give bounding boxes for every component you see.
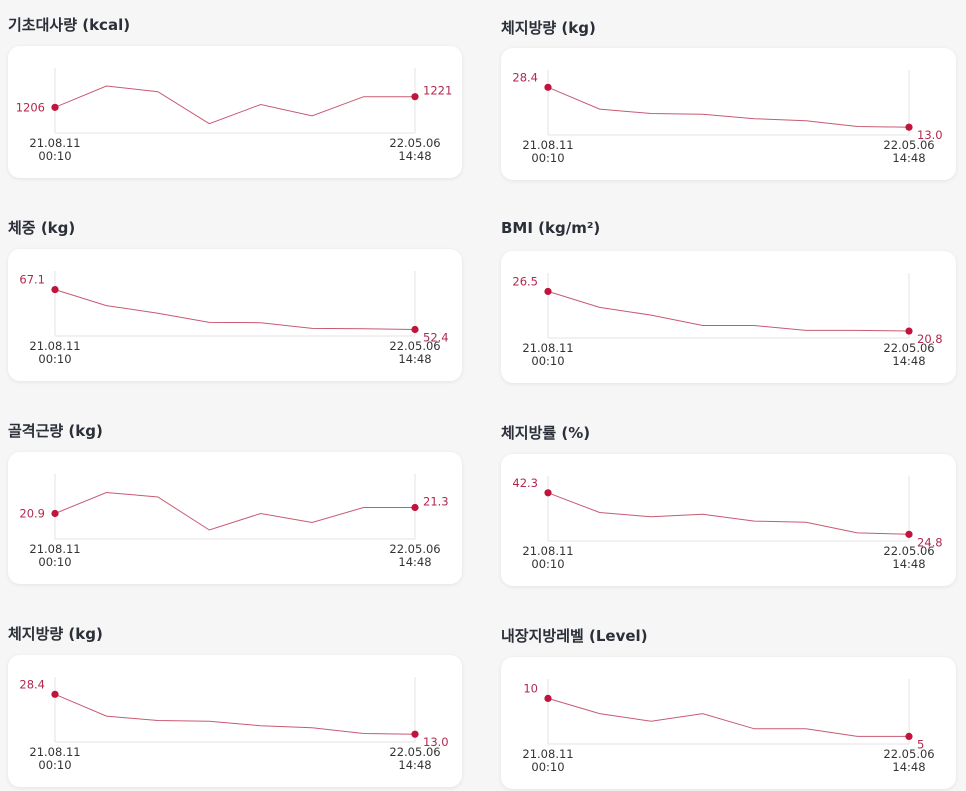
x-tick-label-end-time: 14:48 bbox=[892, 557, 925, 571]
chart-title: 기초대사량 (kcal) bbox=[8, 16, 131, 34]
x-tick-label-start-date: 21.08.11 bbox=[522, 544, 573, 558]
data-point-first bbox=[51, 509, 59, 518]
series-line bbox=[54, 85, 415, 125]
data-point-last bbox=[905, 732, 913, 740]
chart-card: 28.4 13.0 21.08.11 00:10 22.05.06 14:48 bbox=[8, 655, 462, 787]
data-label-last: 20.8 bbox=[917, 332, 943, 346]
x-tick-label-end-date: 22.05.06 bbox=[389, 542, 440, 556]
data-point-first bbox=[51, 103, 59, 111]
data-label-last: 13.0 bbox=[917, 128, 943, 142]
data-label-first: 20.9 bbox=[19, 507, 45, 521]
data-point-first bbox=[544, 83, 552, 91]
x-tick-label-start-date: 21.08.11 bbox=[29, 745, 80, 759]
data-point-last bbox=[411, 93, 419, 101]
x-tick-label-start-time: 00:10 bbox=[531, 557, 564, 571]
data-point-last bbox=[411, 503, 419, 512]
data-label-first: 28.4 bbox=[512, 70, 538, 84]
x-tick-label-end-time: 14:48 bbox=[398, 758, 431, 772]
data-point-first bbox=[544, 287, 552, 296]
data-label-first: 67.1 bbox=[19, 273, 45, 287]
data-point-last bbox=[905, 123, 913, 131]
data-label-last: 1221 bbox=[423, 84, 452, 98]
data-label-first: 28.4 bbox=[19, 677, 45, 691]
chart-card: 28.4 13.0 21.08.11 00:10 22.05.06 14:48 bbox=[501, 48, 956, 180]
data-point-last bbox=[905, 530, 913, 538]
data-label-first: 42.3 bbox=[512, 476, 538, 490]
x-tick-label-end-date: 22.05.06 bbox=[389, 745, 440, 759]
x-tick-label-end-time: 14:48 bbox=[892, 760, 925, 774]
chart-title: 체중 (kg) bbox=[8, 219, 76, 237]
series-line bbox=[547, 290, 910, 332]
x-tick-label-start-date: 21.08.11 bbox=[29, 339, 80, 353]
series-line bbox=[547, 86, 910, 128]
data-label-last: 13.0 bbox=[423, 735, 449, 749]
chart-card: 26.5 20.8 21.08.11 00:10 22.05.06 14:48 bbox=[501, 251, 956, 383]
chart-card: 10 5 21.08.11 00:10 22.05.06 14:48 bbox=[501, 657, 956, 789]
data-point-first bbox=[544, 694, 552, 702]
chart-title: 내장지방레벨 (Level) bbox=[501, 627, 648, 645]
data-point-first bbox=[51, 285, 59, 294]
data-point-last bbox=[411, 730, 419, 738]
x-tick-label-start-time: 00:10 bbox=[38, 352, 71, 366]
chart-card: 67.1 52.4 21.08.11 00:10 22.05.06 14:48 bbox=[8, 249, 462, 381]
x-tick-label-start-time: 00:10 bbox=[531, 354, 564, 368]
x-tick-label-end-date: 22.05.06 bbox=[883, 138, 934, 152]
chart-title: 골격근량 (kg) bbox=[8, 422, 103, 440]
series-line bbox=[54, 491, 415, 531]
x-tick-label-end-time: 14:48 bbox=[398, 352, 431, 366]
x-tick-label-end-time: 14:48 bbox=[398, 149, 431, 163]
data-label-last: 21.3 bbox=[423, 495, 449, 509]
chart-title: 체지방률 (%) bbox=[501, 424, 591, 442]
x-tick-label-start-time: 00:10 bbox=[531, 151, 564, 165]
data-point-last bbox=[411, 325, 419, 334]
data-label-last: 5 bbox=[917, 737, 924, 751]
chart-title: 체지방량 (kg) bbox=[8, 625, 103, 643]
x-tick-label-end-time: 14:48 bbox=[398, 555, 431, 569]
chart-card: 42.3 24.8 21.08.11 00:10 22.05.06 14:48 bbox=[501, 454, 956, 586]
x-tick-label-start-date: 21.08.11 bbox=[522, 747, 573, 761]
x-tick-label-end-date: 22.05.06 bbox=[883, 341, 934, 355]
x-tick-label-end-time: 14:48 bbox=[892, 354, 925, 368]
x-tick-label-end-date: 22.05.06 bbox=[883, 747, 934, 761]
chart-title: 체지방량 (kg) bbox=[501, 19, 596, 37]
x-tick-label-start-date: 21.08.11 bbox=[29, 542, 80, 556]
x-tick-label-end-date: 22.05.06 bbox=[389, 136, 440, 150]
chart-title: BMI (kg/m²) bbox=[501, 219, 601, 237]
x-tick-label-start-date: 21.08.11 bbox=[522, 138, 573, 152]
data-label-first: 10 bbox=[523, 681, 538, 695]
x-tick-label-end-date: 22.05.06 bbox=[883, 544, 934, 558]
x-tick-label-start-date: 21.08.11 bbox=[29, 136, 80, 150]
data-label-last: 52.4 bbox=[423, 330, 449, 344]
x-tick-label-end-date: 22.05.06 bbox=[389, 339, 440, 353]
series-line bbox=[547, 492, 910, 535]
data-label-first: 1206 bbox=[16, 100, 45, 114]
data-label-last: 24.8 bbox=[917, 535, 943, 549]
data-point-first bbox=[51, 690, 59, 698]
x-tick-label-end-time: 14:48 bbox=[892, 151, 925, 165]
series-line bbox=[54, 289, 416, 330]
chart-card: 1206 1221 21.08.11 00:10 22.05.06 14:48 bbox=[8, 46, 462, 178]
chart-card: 20.9 21.3 21.08.11 00:10 22.05.06 14:48 bbox=[8, 452, 462, 584]
x-tick-label-start-time: 00:10 bbox=[531, 760, 564, 774]
x-tick-label-start-date: 21.08.11 bbox=[522, 341, 573, 355]
data-point-last bbox=[905, 327, 913, 335]
x-tick-label-start-time: 00:10 bbox=[38, 758, 71, 772]
x-tick-label-start-time: 00:10 bbox=[38, 149, 71, 163]
x-tick-label-start-time: 00:10 bbox=[38, 555, 71, 569]
series-line bbox=[547, 697, 909, 737]
data-label-first: 26.5 bbox=[512, 274, 538, 288]
series-line bbox=[54, 693, 416, 735]
data-point-first bbox=[544, 489, 552, 497]
